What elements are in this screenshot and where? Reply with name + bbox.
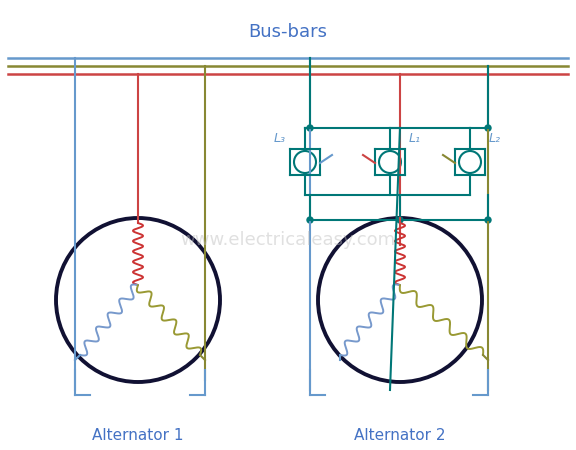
Text: Alternator 2: Alternator 2: [354, 428, 446, 442]
Text: www.electricaleasy.com: www.electricaleasy.com: [180, 231, 396, 249]
Text: L₁: L₁: [409, 132, 421, 145]
Text: L₃: L₃: [274, 132, 286, 145]
Circle shape: [307, 125, 313, 131]
Circle shape: [397, 217, 403, 223]
Circle shape: [485, 125, 491, 131]
Text: Alternator 1: Alternator 1: [92, 428, 184, 442]
Text: Bus-bars: Bus-bars: [248, 23, 328, 41]
Circle shape: [485, 217, 491, 223]
Text: L₂: L₂: [489, 132, 501, 145]
Circle shape: [307, 217, 313, 223]
